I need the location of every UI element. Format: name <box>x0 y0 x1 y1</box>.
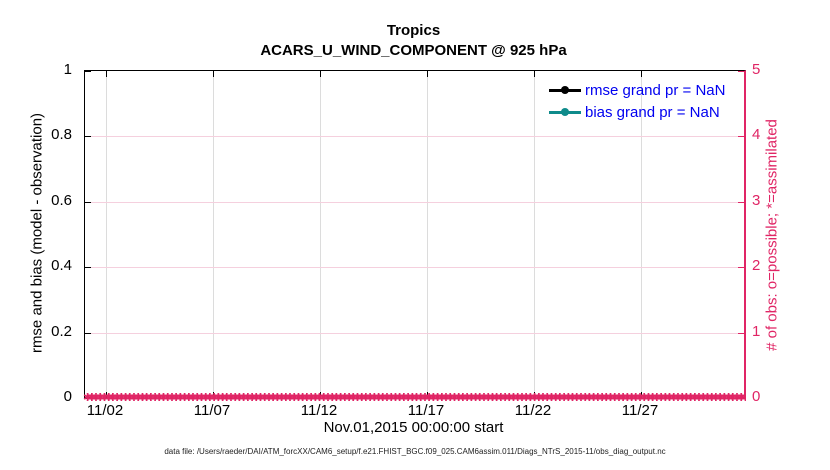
x-tick-mark-top <box>213 71 214 77</box>
y-tick-label-right: 2 <box>752 257 761 274</box>
x-tick-label: 11/02 <box>86 402 124 419</box>
y-tick-label-left: 0.2 <box>51 323 72 340</box>
y-tick-label-left: 1 <box>63 61 72 78</box>
x-tick-mark-top <box>320 71 321 77</box>
y-tick-mark-left <box>85 333 91 334</box>
y-tick-mark-left <box>85 71 91 72</box>
legend-label-rmse: rmse grand pr = NaN <box>585 81 726 99</box>
y-gridline <box>85 136 744 137</box>
data-file-path: data file: /Users/raeder/DAI/ATM_forcXX/… <box>164 447 666 456</box>
x-axis-label: Nov.01,2015 00:00:00 start <box>323 419 504 436</box>
y-tick-label-left: 0.4 <box>51 257 72 274</box>
legend-entry-rmse[interactable]: rmse grand pr = NaN <box>549 81 725 99</box>
x-gridline <box>320 71 321 398</box>
y-tick-mark-right <box>738 397 744 398</box>
y-tick-mark-right <box>738 136 744 137</box>
rmse-marker-icon <box>561 86 569 94</box>
y-axis-label-right: # of obs: o=possible; *=assimilated <box>763 119 781 351</box>
y-tick-mark-left <box>85 397 91 398</box>
x-tick-mark-top <box>641 71 642 77</box>
y-tick-label-right: 4 <box>752 126 761 143</box>
y-tick-mark-left <box>85 136 91 137</box>
x-gridline <box>427 71 428 398</box>
y-tick-label-right: 1 <box>752 323 761 340</box>
legend-label-bias: bias grand pr = NaN <box>585 103 720 121</box>
bias-line-sample <box>549 108 581 116</box>
x-tick-label: 11/17 <box>407 402 445 419</box>
y-axis-label-left: rmse and bias (model - observation) <box>28 112 46 354</box>
y-tick-mark-right <box>738 267 744 268</box>
y-tick-mark-left <box>85 202 91 203</box>
x-tick-label: 11/22 <box>514 402 552 419</box>
y-gridline <box>85 333 744 334</box>
obs-zero-line: ✱✱✱✱✱✱✱✱✱✱✱✱✱✱✱✱✱✱✱✱✱✱✱✱✱✱✱✱✱✱✱✱✱✱✱✱✱✱✱✱… <box>83 391 746 404</box>
y-tick-mark-right <box>738 333 744 334</box>
y-tick-label-left: 0.6 <box>51 192 72 209</box>
x-tick-mark <box>106 392 107 398</box>
y-tick-label-right: 5 <box>752 61 761 78</box>
y-tick-label-left: 0.8 <box>51 126 72 143</box>
x-gridline <box>534 71 535 398</box>
x-tick-mark-top <box>106 71 107 77</box>
y-tick-mark-right <box>738 202 744 203</box>
y-gridline <box>85 267 744 268</box>
y-tick-label-right: 3 <box>752 192 761 209</box>
x-tick-mark <box>427 392 428 398</box>
y-tick-mark-left <box>85 267 91 268</box>
y-tick-label-right: 0 <box>752 388 761 405</box>
chart-subtitle: ACARS_U_WIND_COMPONENT @ 925 hPa <box>260 42 567 59</box>
plot-area[interactable]: rmse grand pr = NaN bias grand pr = NaN … <box>83 70 746 404</box>
x-tick-mark <box>534 392 535 398</box>
y-tick-label-left: 0 <box>63 388 72 405</box>
y-gridline <box>85 202 744 203</box>
legend-entry-bias[interactable]: bias grand pr = NaN <box>549 103 720 121</box>
x-gridline <box>213 71 214 398</box>
chart-title: Tropics <box>386 22 441 39</box>
x-gridline <box>641 71 642 398</box>
x-tick-mark <box>320 392 321 398</box>
rmse-line-sample <box>549 86 581 94</box>
y-tick-mark-right <box>738 71 744 72</box>
x-gridline <box>106 71 107 398</box>
x-tick-label: 11/12 <box>300 402 338 419</box>
x-tick-label: 11/27 <box>621 402 659 419</box>
x-tick-mark <box>213 392 214 398</box>
x-tick-mark <box>641 392 642 398</box>
x-tick-label: 11/07 <box>193 402 231 419</box>
x-tick-mark-top <box>534 71 535 77</box>
x-tick-mark-top <box>427 71 428 77</box>
bias-marker-icon <box>561 108 569 116</box>
